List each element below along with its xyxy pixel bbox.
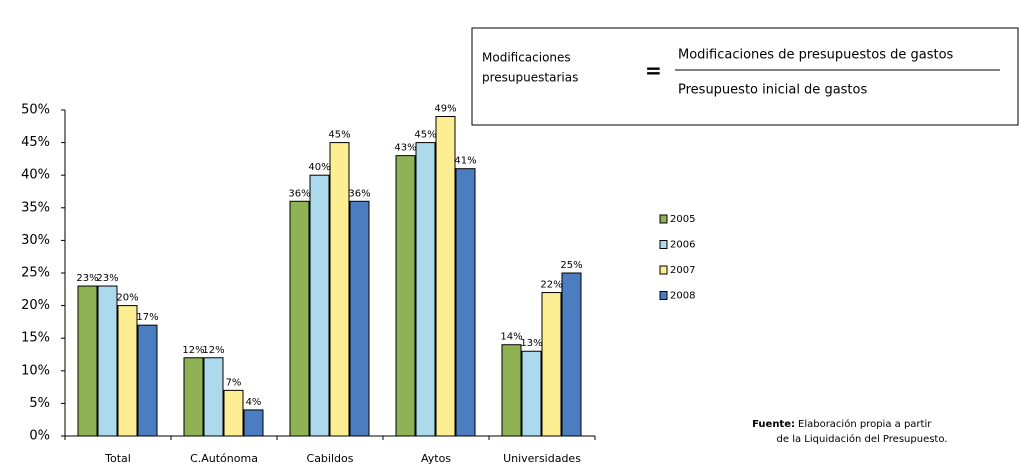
legend-swatch <box>659 214 668 224</box>
x-tick-label: Total <box>104 452 131 465</box>
value-label: 17% <box>136 312 158 323</box>
source-text: Elaboración propia a partir <box>798 418 932 430</box>
value-label: 14% <box>500 332 522 343</box>
y-tick-label: 20% <box>21 298 50 313</box>
legend-label: 2005 <box>670 214 695 225</box>
bar <box>329 142 350 437</box>
formula-equals: = <box>645 59 662 83</box>
value-label: 4% <box>246 397 262 408</box>
y-tick-label: 10% <box>21 363 50 378</box>
value-label: 20% <box>116 293 138 304</box>
bar <box>455 168 476 437</box>
y-tick-label: 35% <box>21 200 50 215</box>
y-tick-label: 40% <box>21 168 50 183</box>
x-tick-label: C.Autónoma <box>190 452 258 465</box>
x-tick-label: Cabildos <box>307 452 354 465</box>
legend-swatch <box>659 265 668 275</box>
y-tick-label: 5% <box>29 396 50 411</box>
y-tick-label: 25% <box>21 266 50 281</box>
bar <box>541 292 562 437</box>
value-label: 41% <box>454 156 476 167</box>
bar <box>521 350 542 437</box>
legend-label: 2007 <box>670 265 695 276</box>
source-text: de la Liquidación del Presupuesto. <box>777 433 948 445</box>
formula-numerator: Modificaciones de presupuestos de gastos <box>678 48 954 63</box>
bar <box>435 116 456 437</box>
value-label: 7% <box>226 377 242 388</box>
legend-label: 2008 <box>670 291 695 302</box>
bar <box>349 200 370 437</box>
value-label: 12% <box>202 345 224 356</box>
formula-lhs: presupuestarias <box>482 71 578 85</box>
bar <box>223 389 244 437</box>
bar <box>183 357 204 437</box>
value-label: 12% <box>182 345 204 356</box>
value-label: 40% <box>308 162 330 173</box>
y-tick-label: 15% <box>21 331 50 346</box>
value-label: 25% <box>560 260 582 271</box>
legend-label: 2006 <box>670 240 695 251</box>
x-tick-label: Universidades <box>503 452 581 465</box>
bar <box>395 155 416 437</box>
value-label: 36% <box>348 188 370 199</box>
bar <box>561 272 582 437</box>
value-label: 36% <box>288 188 310 199</box>
x-tick-label: Aytos <box>421 452 451 465</box>
value-label: 23% <box>76 273 98 284</box>
bar <box>97 285 118 437</box>
value-label: 45% <box>328 130 350 141</box>
value-label: 13% <box>520 338 542 349</box>
bar <box>289 200 310 437</box>
bar <box>77 285 98 437</box>
formula-lhs: Modificaciones <box>482 51 571 65</box>
bar <box>309 174 330 437</box>
bar <box>501 344 522 437</box>
bar <box>137 324 158 437</box>
value-label: 49% <box>434 104 456 115</box>
bar <box>243 409 264 437</box>
y-tick-label: 50% <box>21 103 50 118</box>
bar <box>415 142 436 437</box>
y-tick-label: 45% <box>21 135 50 150</box>
bar <box>117 305 138 437</box>
source-label: Fuente: <box>752 419 795 430</box>
legend-swatch <box>659 240 668 249</box>
value-label: 45% <box>414 130 436 141</box>
y-tick-label: 30% <box>21 233 50 248</box>
formula-box <box>471 27 1019 126</box>
y-tick-label: 0% <box>29 429 50 444</box>
value-label: 22% <box>540 280 562 291</box>
legend-swatch <box>659 291 668 300</box>
bar <box>203 357 224 437</box>
value-label: 23% <box>96 273 118 284</box>
formula-denominator: Presupuesto inicial de gastos <box>678 83 867 98</box>
value-label: 43% <box>394 143 416 154</box>
